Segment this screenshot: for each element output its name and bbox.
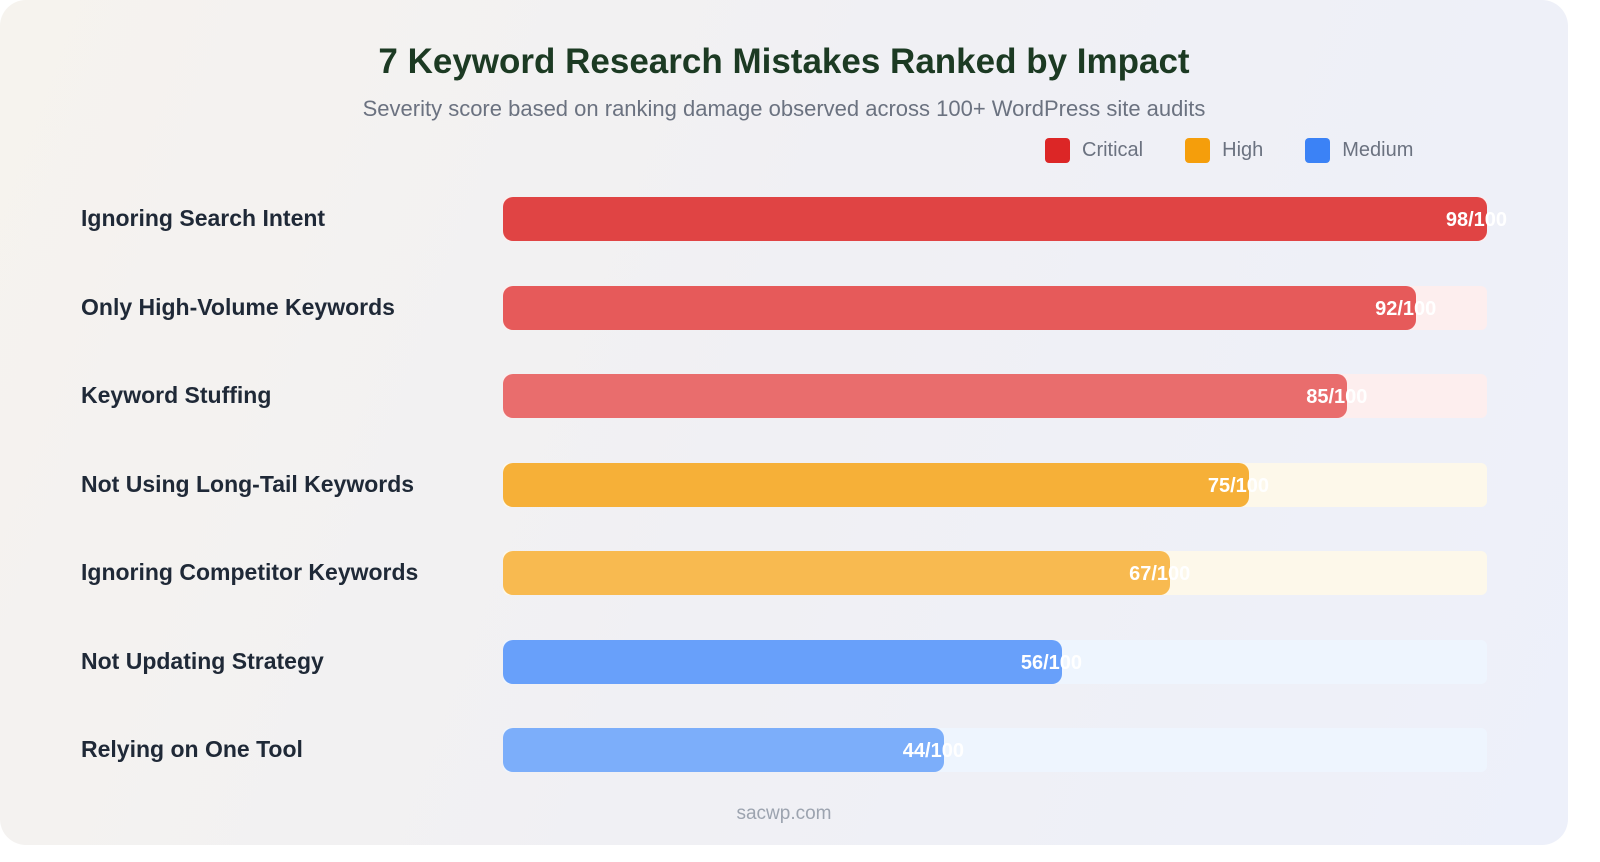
bar — [503, 728, 944, 772]
chart-subtitle: Severity score based on ranking damage o… — [362, 96, 1206, 121]
bar-row: Ignoring Search Intent 98/100 — [0, 197, 1568, 241]
category-label: Not Updating Strategy — [81, 647, 324, 674]
bar-row: Only High-Volume Keywords 92/100 — [0, 285, 1568, 330]
legend-item-high: High — [1185, 138, 1263, 163]
bar — [503, 551, 1171, 595]
legend-swatch — [1305, 138, 1331, 163]
category-label: Only High-Volume Keywords — [81, 293, 395, 320]
bar-track: 98/100 — [503, 197, 1507, 241]
chart-title: 7 Keyword Research Mistakes Ranked by Im… — [378, 42, 1190, 81]
value-label: 67/100 — [1129, 563, 1191, 585]
category-label: Ignoring Competitor Keywords — [81, 559, 419, 585]
value-label: 56/100 — [1020, 651, 1083, 674]
chart-card: 7 Keyword Research Mistakes Ranked by Im… — [0, 0, 1568, 845]
value-label: 98/100 — [1445, 209, 1507, 231]
footer-source: sacwp.com — [736, 803, 832, 824]
bar-track: 85/100 — [503, 374, 1487, 418]
bar-row: Relying on One Tool 44/100 — [0, 728, 1568, 772]
legend-swatch — [1045, 138, 1070, 163]
legend-label: Medium — [1342, 139, 1414, 161]
bar-row: Not Updating Strategy 56/100 — [0, 639, 1568, 684]
bar — [503, 462, 1249, 507]
value-label: 85/100 — [1306, 386, 1368, 408]
bar — [503, 374, 1348, 418]
legend: Critical High Medium — [1045, 138, 1455, 163]
bar-row: Not Using Long-Tail Keywords 75/100 — [0, 462, 1568, 507]
bar — [503, 197, 1487, 241]
legend-swatch — [1185, 138, 1211, 163]
category-label: Not Using Long-Tail Keywords — [81, 470, 415, 497]
bar-row: Keyword Stuffing 85/100 — [0, 374, 1568, 418]
legend-label: Critical — [1082, 139, 1144, 161]
bar-track: 56/100 — [503, 639, 1487, 684]
legend-item-critical: Critical — [1045, 138, 1143, 163]
bar-track: 92/100 — [503, 285, 1487, 330]
category-label: Keyword Stuffing — [81, 382, 272, 408]
value-label: 92/100 — [1375, 297, 1437, 320]
bar-track: 44/100 — [503, 728, 1487, 772]
category-label: Ignoring Search Intent — [81, 205, 326, 231]
bar-track: 67/100 — [503, 551, 1487, 595]
bar-row: Ignoring Competitor Keywords 67/100 — [0, 551, 1568, 595]
bar — [503, 639, 1063, 684]
legend-label: High — [1222, 139, 1264, 161]
bar — [503, 285, 1417, 330]
legend-item-medium: Medium — [1305, 138, 1413, 163]
value-label: 75/100 — [1207, 474, 1269, 497]
category-label: Relying on One Tool — [81, 736, 303, 762]
bar-track: 75/100 — [503, 462, 1487, 507]
value-label: 44/100 — [902, 740, 964, 762]
